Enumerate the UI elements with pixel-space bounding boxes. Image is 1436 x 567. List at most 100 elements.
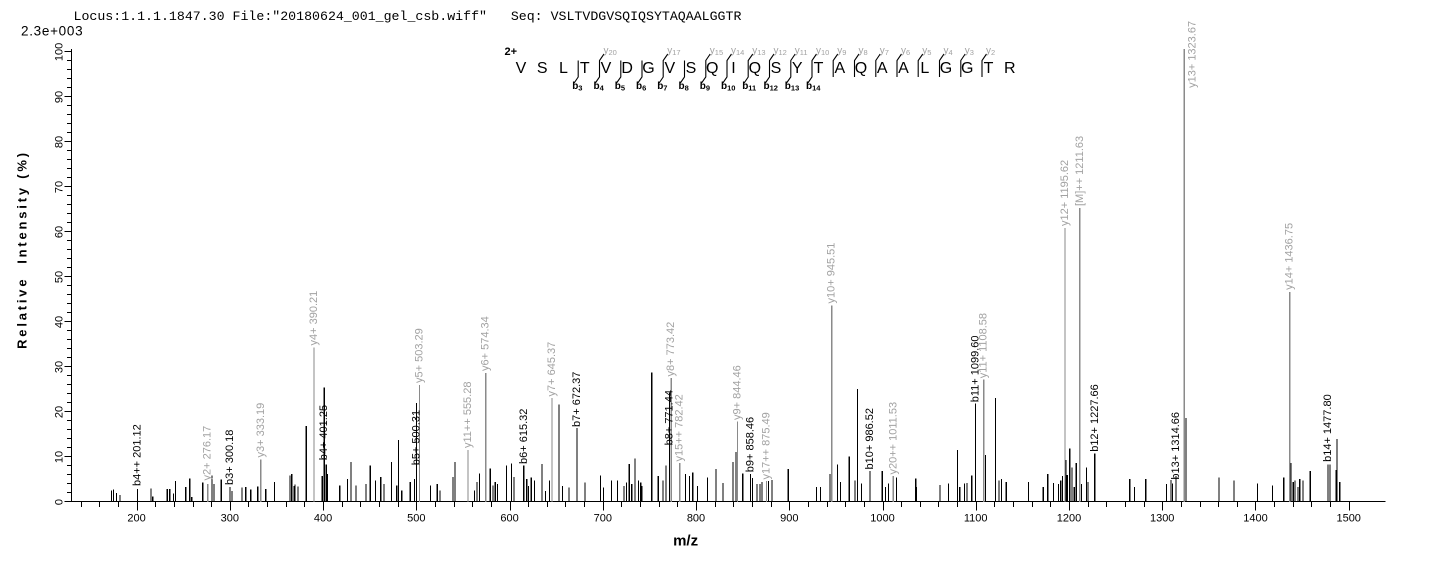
svg-text:b8+ 771.44: b8+ 771.44	[663, 390, 675, 445]
svg-text:y11++ 555.28: y11++ 555.28	[462, 382, 474, 448]
svg-text:70: 70	[54, 181, 66, 193]
svg-text:b8: b8	[679, 81, 689, 93]
svg-text:V: V	[664, 60, 675, 77]
svg-text:y14+ 1436.75: y14+ 1436.75	[1284, 223, 1296, 290]
svg-text:T: T	[580, 60, 590, 77]
svg-text:y17++ 875.49: y17++ 875.49	[760, 412, 772, 479]
svg-text:y10+ 945.51: y10+ 945.51	[826, 243, 838, 304]
svg-text:1000: 1000	[870, 513, 894, 525]
svg-text:90: 90	[54, 91, 66, 103]
svg-text:m/z: m/z	[673, 533, 698, 550]
svg-text:y12: y12	[774, 46, 787, 58]
svg-text:b7: b7	[657, 81, 667, 93]
svg-text:R: R	[1004, 60, 1016, 77]
svg-text:D: D	[621, 60, 633, 77]
svg-text:b14: b14	[806, 81, 821, 93]
svg-text:y2: y2	[986, 46, 995, 58]
svg-text:L: L	[559, 60, 568, 77]
svg-text:50: 50	[54, 271, 66, 283]
svg-text:b13: b13	[785, 81, 799, 93]
svg-text:y15++ 782.42: y15++ 782.42	[674, 394, 686, 461]
svg-text:b3+ 300.18: b3+ 300.18	[224, 430, 236, 485]
svg-text:G: G	[940, 60, 952, 77]
svg-text:T: T	[984, 60, 994, 77]
svg-text:S: S	[686, 60, 697, 77]
svg-text:b11+ 1099.60: b11+ 1099.60	[969, 336, 981, 403]
svg-text:A: A	[898, 60, 909, 77]
svg-text:S: S	[537, 60, 548, 77]
svg-text:y7: y7	[880, 46, 889, 58]
svg-text:G: G	[961, 60, 973, 77]
svg-text:y5+ 503.29: y5+ 503.29	[413, 328, 425, 383]
svg-text:200: 200	[127, 513, 145, 525]
svg-text:y8: y8	[859, 46, 868, 58]
svg-text:L: L	[920, 60, 929, 77]
svg-text:V: V	[516, 60, 527, 77]
svg-text:b7+ 672.37: b7+ 672.37	[571, 372, 583, 427]
svg-text:60: 60	[54, 226, 66, 238]
svg-text:b14+ 1477.80: b14+ 1477.80	[1322, 394, 1334, 462]
svg-text:b11: b11	[742, 81, 756, 93]
svg-text:300: 300	[221, 513, 239, 525]
svg-text:y6+ 574.34: y6+ 574.34	[480, 316, 492, 371]
svg-text:y9+ 844.46: y9+ 844.46	[732, 365, 744, 420]
svg-text:600: 600	[500, 513, 518, 525]
svg-text:b10: b10	[721, 81, 735, 93]
svg-text:900: 900	[780, 513, 798, 525]
svg-text:Q: Q	[749, 60, 761, 77]
svg-text:b10+ 986.52: b10+ 986.52	[864, 408, 876, 469]
svg-text:y3+ 333.19: y3+ 333.19	[255, 403, 267, 458]
svg-text:b9: b9	[700, 81, 710, 93]
svg-text:y20: y20	[604, 46, 617, 58]
svg-text:Q: Q	[855, 60, 867, 77]
svg-text:20: 20	[54, 406, 66, 418]
svg-text:V: V	[601, 60, 612, 77]
svg-text:0: 0	[54, 499, 66, 505]
svg-text:Q: Q	[706, 60, 718, 77]
svg-text:b4++ 201.12: b4++ 201.12	[132, 424, 144, 486]
svg-text:10: 10	[54, 451, 66, 463]
svg-text:b6+ 615.32: b6+ 615.32	[518, 409, 530, 464]
svg-text:S: S	[771, 60, 782, 77]
svg-text:y6: y6	[901, 46, 910, 58]
svg-text:1300: 1300	[1150, 513, 1174, 525]
svg-text:b9+ 858.46: b9+ 858.46	[745, 417, 757, 472]
svg-text:b12: b12	[764, 81, 778, 93]
svg-text:y13: y13	[752, 46, 765, 58]
svg-text:100: 100	[54, 43, 66, 61]
svg-text:y4+ 390.21: y4+ 390.21	[308, 291, 320, 346]
svg-text:G: G	[642, 60, 654, 77]
svg-text:y4: y4	[944, 46, 953, 58]
svg-text:b5+ 500.31: b5+ 500.31	[411, 410, 423, 465]
svg-text:y3: y3	[965, 46, 974, 58]
svg-text:b13+ 1314.66: b13+ 1314.66	[1170, 412, 1182, 480]
svg-text:y8+ 773.42: y8+ 773.42	[665, 322, 677, 377]
svg-text:A: A	[877, 60, 888, 77]
svg-text:40: 40	[54, 316, 66, 328]
svg-text:I: I	[731, 60, 735, 77]
svg-text:b4: b4	[594, 81, 605, 93]
svg-text:y9: y9	[837, 46, 846, 58]
svg-text:y2+ 276.17: y2+ 276.17	[202, 426, 214, 481]
svg-text:2.3e+003: 2.3e+003	[21, 24, 83, 39]
svg-text:1200: 1200	[1057, 513, 1081, 525]
svg-text:b5: b5	[615, 81, 625, 93]
svg-text:b4+ 401.25: b4+ 401.25	[318, 405, 330, 460]
svg-text:700: 700	[594, 513, 612, 525]
svg-text:y11: y11	[795, 46, 808, 58]
svg-text:1100: 1100	[964, 513, 988, 525]
svg-text:A: A	[834, 60, 845, 77]
svg-text:y11+ 1108.58: y11+ 1108.58	[978, 313, 990, 378]
svg-text:y17: y17	[667, 46, 680, 58]
svg-text:y5: y5	[922, 46, 931, 58]
svg-text:Locus:1.1.1.1847.30 File:"2018: Locus:1.1.1.1847.30 File:"20180624_001_g…	[74, 9, 742, 24]
svg-text:b6: b6	[636, 81, 646, 93]
svg-text:y13+ 1323.67: y13+ 1323.67	[1186, 21, 1198, 88]
svg-text:y10: y10	[816, 46, 829, 58]
svg-text:y20++ 1011.53: y20++ 1011.53	[887, 402, 899, 475]
svg-text:y12+ 1195.62: y12+ 1195.62	[1059, 160, 1071, 226]
svg-text:400: 400	[314, 513, 332, 525]
svg-text:500: 500	[407, 513, 425, 525]
svg-text:y14: y14	[731, 46, 744, 58]
svg-text:1400: 1400	[1243, 513, 1267, 525]
